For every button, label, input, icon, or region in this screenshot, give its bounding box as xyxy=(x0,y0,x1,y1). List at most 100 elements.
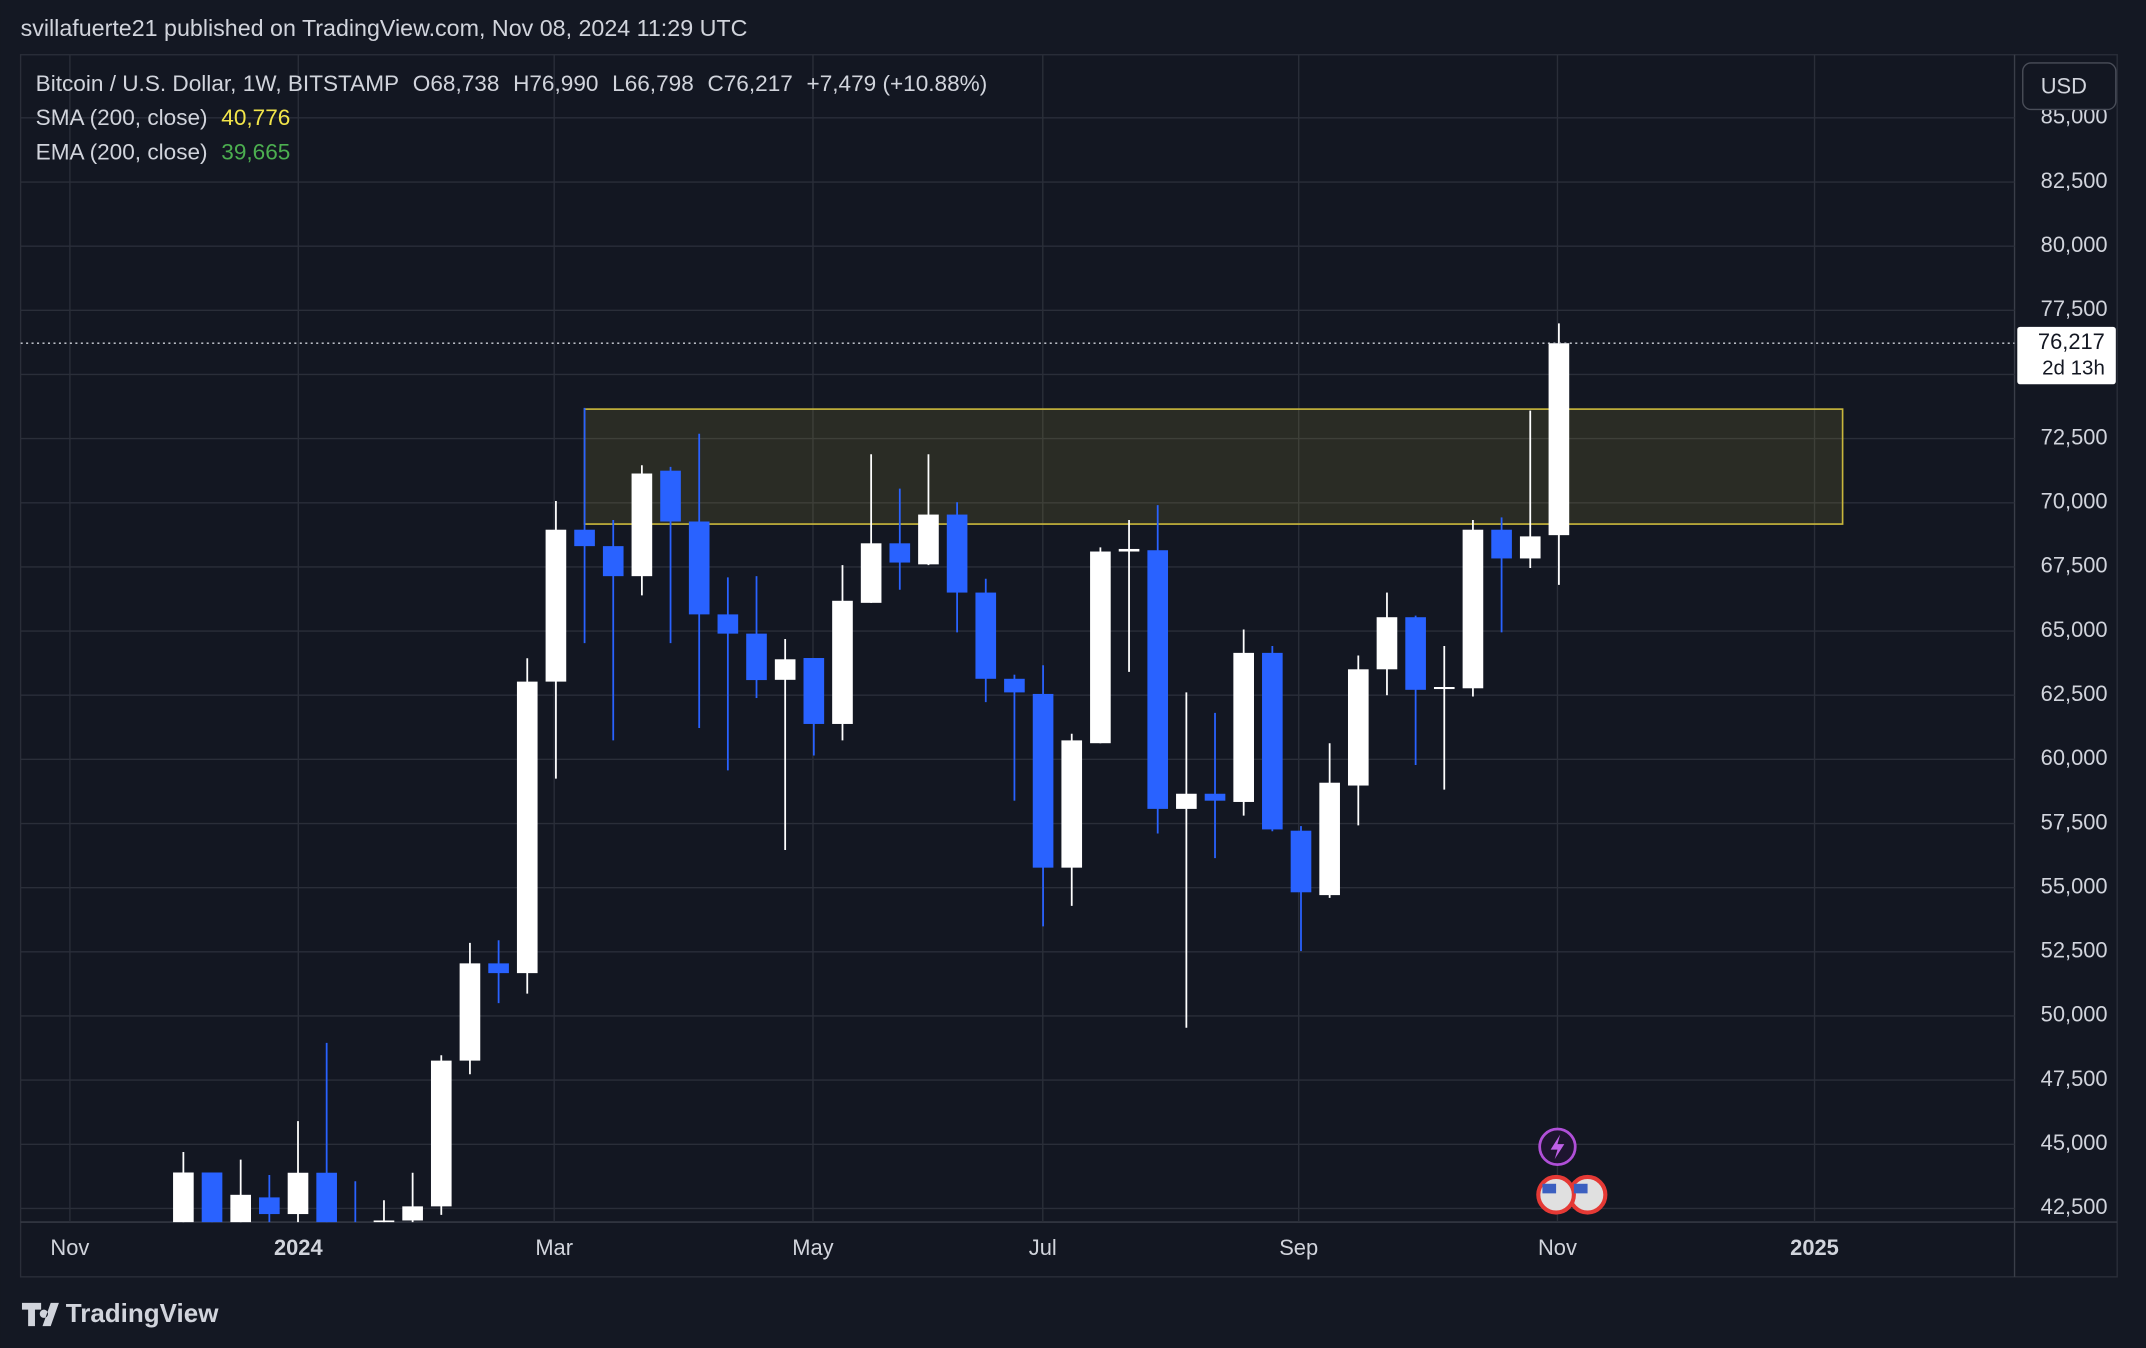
candle-body xyxy=(1319,782,1340,896)
flag-canton xyxy=(1542,1183,1557,1194)
candle-body xyxy=(860,543,882,603)
candle-body xyxy=(774,659,796,680)
candle-body xyxy=(430,1060,452,1207)
flag-canton xyxy=(1573,1183,1588,1194)
candle-body xyxy=(488,963,509,974)
y-tick-label: 62,500 xyxy=(2041,681,2108,706)
candle-body xyxy=(574,529,595,547)
candle-body xyxy=(1347,669,1369,786)
candle-body xyxy=(918,514,939,565)
candle-body xyxy=(1290,830,1312,893)
indicator-value: 39,665 xyxy=(221,139,290,164)
candle-body xyxy=(746,633,767,681)
grid xyxy=(20,54,2015,1223)
x-tick-label: Nov xyxy=(1538,1235,1577,1260)
header: svillafuerte21 published on TradingView.… xyxy=(21,15,748,41)
event-icon[interactable] xyxy=(1536,1174,1576,1215)
x-tick-label: 2024 xyxy=(274,1235,323,1260)
chart-frame xyxy=(19,54,2118,1278)
lightning-icon xyxy=(1550,1134,1565,1160)
y-tick-label: 47,500 xyxy=(2041,1066,2108,1091)
candle-body xyxy=(1204,793,1226,801)
candle-body xyxy=(545,529,567,682)
candle-body xyxy=(602,546,624,577)
resistance-zone xyxy=(583,408,1844,525)
indicator-name: EMA (200, close) xyxy=(36,139,208,164)
candle-body xyxy=(1548,343,1570,536)
candle-body xyxy=(1233,652,1254,802)
candle-body xyxy=(717,614,739,634)
x-tick-label: Sep xyxy=(1279,1235,1318,1260)
plot xyxy=(20,323,2015,1223)
candle-body xyxy=(1262,652,1283,830)
candle-body xyxy=(1176,793,1197,809)
candle-body xyxy=(459,963,481,1061)
candle-body xyxy=(1491,529,1512,559)
y-tick-label: 77,500 xyxy=(2041,296,2108,321)
candle-body xyxy=(402,1206,423,1221)
candle-body xyxy=(832,600,853,724)
y-tick-label: 42,500 xyxy=(2041,1194,2108,1219)
y-tick-label: 45,000 xyxy=(2041,1130,2108,1155)
candle-body xyxy=(1462,529,1484,689)
countdown-label: 2d 13h xyxy=(2042,357,2105,380)
candle-body xyxy=(1519,536,1541,559)
candle-body xyxy=(230,1194,252,1223)
x-tick-label: 2025 xyxy=(1790,1235,1839,1260)
candle-body xyxy=(1090,551,1111,744)
candle-body xyxy=(1405,617,1426,690)
candle-body xyxy=(287,1172,309,1215)
last-price-box xyxy=(2017,326,2116,385)
footer-brand: TradingView xyxy=(66,1298,219,1328)
last-price-label: 76,217 xyxy=(2038,329,2105,354)
legend-symbol: Bitcoin / U.S. Dollar, 1W, BITSTAMP O68,7… xyxy=(36,71,988,96)
indicator: SMA (200, close) 40,776 xyxy=(36,105,291,130)
candle-body xyxy=(316,1172,337,1223)
candle-body xyxy=(660,470,681,522)
candle-body xyxy=(975,592,997,679)
y-tick-label: 80,000 xyxy=(2041,232,2108,257)
x-tick-label: May xyxy=(792,1235,833,1260)
candle-body xyxy=(201,1172,223,1223)
candle-body xyxy=(1032,693,1054,868)
candle-body xyxy=(1004,678,1025,693)
x-tick-label: Nov xyxy=(50,1235,89,1260)
indicator-value: 40,776 xyxy=(221,105,290,130)
candle-body xyxy=(173,1172,194,1223)
logo xyxy=(21,1302,59,1327)
y-tick-label: 57,500 xyxy=(2041,809,2108,834)
candle-body xyxy=(373,1220,395,1223)
y-tick-label: 70,000 xyxy=(2041,489,2108,514)
candle-body xyxy=(516,681,538,974)
indicator-name: SMA (200, close) xyxy=(36,105,208,130)
y-tick-label: 67,500 xyxy=(2041,553,2108,578)
y-tick-label: 60,000 xyxy=(2041,745,2108,770)
indicator: EMA (200, close) 39,665 xyxy=(36,139,291,164)
y-tick-label: 52,500 xyxy=(2041,938,2108,963)
y-tick-label: 72,500 xyxy=(2041,424,2108,449)
candle-body xyxy=(803,658,825,724)
candle-body xyxy=(1376,617,1398,670)
x-tick-label: Mar xyxy=(535,1235,573,1260)
y-axis: 42,500 45,000 47,500 50,000 52,500 55,000 57,5… xyxy=(2041,104,2108,1220)
y-tick-label: 50,000 xyxy=(2041,1002,2108,1027)
candle-body xyxy=(1061,740,1083,868)
y-tick-label: 55,000 xyxy=(2041,873,2108,898)
currency-button[interactable] xyxy=(2022,62,2117,111)
indicator-legend: SMA (200, close) 40,776 EMA (200, close) 39… xyxy=(36,105,291,164)
y-tick-label: 82,500 xyxy=(2041,168,2108,193)
y-tick-label: 65,000 xyxy=(2041,617,2108,642)
candle-body xyxy=(259,1197,280,1215)
candle-body xyxy=(946,514,968,593)
candle-body xyxy=(688,521,710,615)
currency-label[interactable]: USD xyxy=(2041,73,2087,98)
candle-body xyxy=(1118,548,1140,552)
candle-body xyxy=(631,473,653,577)
candle-body xyxy=(1433,687,1455,690)
candle-body xyxy=(889,543,911,563)
candle-body xyxy=(1147,550,1169,809)
x-tick-label: Jul xyxy=(1029,1235,1057,1260)
x-axis: Nov 2024 Mar May Jul Sep Nov 2025 xyxy=(50,1235,1838,1260)
